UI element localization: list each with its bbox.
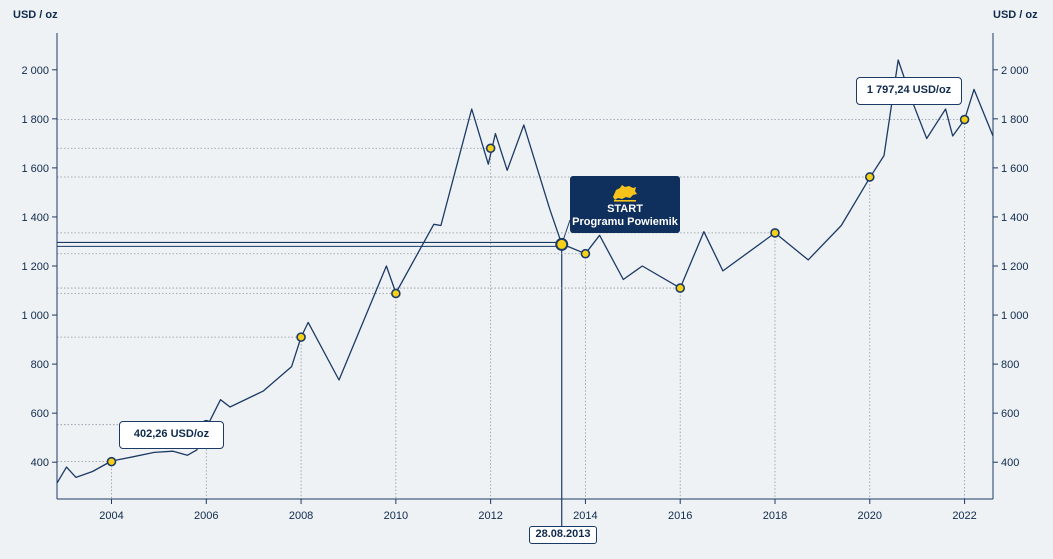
- y-tick-label-right: 600: [1001, 408, 1019, 420]
- y-tick-label-right: 1 000: [1001, 310, 1029, 322]
- start-marker: [555, 237, 569, 251]
- callout-2004-price: 402,26 USD/oz: [119, 421, 224, 449]
- data-marker: [485, 143, 496, 154]
- x-tick-label: 2010: [384, 510, 408, 522]
- y-tick-label-right: 1 800: [1001, 114, 1029, 126]
- y-tick-label-right: 1 400: [1001, 212, 1029, 224]
- x-tick-label: 2014: [573, 510, 597, 522]
- data-marker: [864, 172, 875, 182]
- data-marker: [296, 332, 306, 342]
- y-tick-label-left: 1 200: [21, 261, 49, 273]
- y-tick-label-left: 1 800: [21, 114, 49, 126]
- x-axis-ticks: 2004 2006 2008 2010 2012 2014 2016 2018 2020 2022: [99, 499, 977, 522]
- data-marker: [391, 288, 401, 299]
- y-axis-unit-left: USD / oz: [13, 9, 58, 21]
- data-marker: [580, 248, 591, 259]
- y-tick-label-right: 2 000: [1001, 65, 1029, 77]
- x-tick-label: 2012: [478, 510, 502, 522]
- x-tick-label: 2020: [858, 510, 882, 522]
- y-tick-label-left: 2 000: [21, 65, 49, 77]
- x-tick-label: 2008: [289, 510, 313, 522]
- data-marker: [770, 228, 780, 238]
- x-tick-label: 2004: [99, 510, 123, 522]
- y-tick-label-left: 1 400: [21, 212, 49, 224]
- y-tick-label-right: 400: [1001, 457, 1019, 469]
- y-tick-label-left: 1 600: [21, 163, 49, 175]
- lion-logo-icon: [613, 185, 637, 202]
- y-tick-label-left: 800: [31, 359, 49, 371]
- y-tick-label-left: 1 000: [21, 310, 49, 322]
- y-tick-label-left: 600: [31, 408, 49, 420]
- program-label: Programu Powiemik: [572, 216, 678, 228]
- y-tick-label-right: 1 600: [1001, 163, 1029, 175]
- y-axis-ticks: 400 400 600 600 800 800 1 000 1 000 1 200 1 200 1 …: [21, 65, 1028, 469]
- y-tick-label-left: 400: [31, 457, 49, 469]
- y-tick-label-right: 1 200: [1001, 261, 1029, 273]
- start-label: START: [607, 203, 643, 215]
- x-tick-label: 2018: [763, 510, 787, 522]
- callout-2022-price: 1 797,24 USD/oz: [856, 77, 962, 105]
- y-axis-unit-right: USD / oz: [993, 9, 1038, 21]
- y-tick-label-right: 800: [1001, 359, 1019, 371]
- data-marker: [106, 456, 117, 467]
- x-tick-label: 2016: [668, 510, 692, 522]
- x-tick-label: 2022: [952, 510, 976, 522]
- data-marker: [675, 283, 686, 293]
- price-line: [56, 59, 994, 484]
- start-program-box: START Programu Powiemik: [570, 176, 680, 233]
- guide-lines: [57, 119, 965, 526]
- data-markers: [106, 114, 970, 467]
- start-date-badge: 28.08.2013: [529, 526, 597, 544]
- x-tick-label: 2006: [194, 510, 218, 522]
- data-marker: [959, 114, 970, 125]
